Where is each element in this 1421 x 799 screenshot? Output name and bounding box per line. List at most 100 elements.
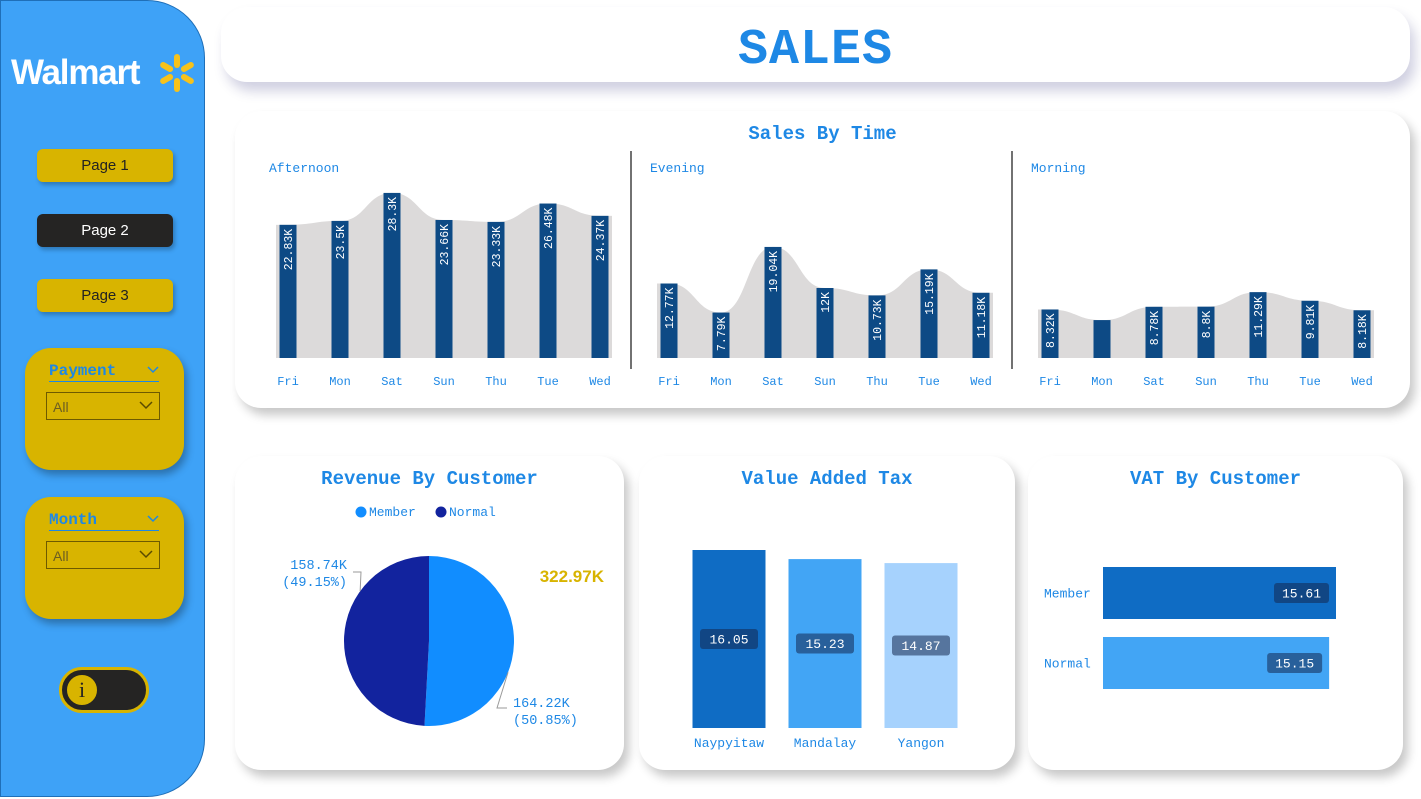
sales-bar <box>331 220 349 358</box>
data-label: 23.66K <box>439 224 452 266</box>
value-added-tax-card: Value Added Tax 16.05 Naypyitaw 15.23 Manda… <box>639 456 1015 770</box>
month-dropdown[interactable]: All <box>46 541 160 569</box>
page-2-label: Page 2 <box>81 222 129 239</box>
y-tick-label: Normal <box>1044 657 1091 672</box>
data-label: 22.83K <box>283 229 296 271</box>
data-label: 8.18K <box>1357 314 1370 349</box>
page-title: SALES <box>737 22 894 79</box>
chevron-down-icon[interactable] <box>147 515 159 523</box>
sales-bar <box>868 295 886 358</box>
series-label: Morning <box>1031 161 1086 176</box>
spark-ray <box>160 62 174 72</box>
x-tick-label: Tue <box>537 375 559 389</box>
data-label: 10.73K <box>872 299 885 341</box>
data-label: 19.04K <box>768 251 781 293</box>
sales-bar <box>383 192 401 358</box>
walmart-logo: Walmart <box>11 47 201 99</box>
payment-dropdown[interactable]: All <box>46 392 160 420</box>
payment-slicer: Payment All <box>25 348 184 470</box>
month-slicer: Month All <box>25 497 184 619</box>
pie-percent-label: (49.15%) <box>282 576 347 591</box>
info-toggle[interactable]: i <box>59 667 149 713</box>
vat-value-label: 14.87 <box>901 639 940 654</box>
data-label: 15.19K <box>924 273 937 315</box>
series-label: Evening <box>650 161 705 176</box>
x-tick-label: Sat <box>381 375 403 389</box>
data-label: 23.5K <box>335 225 348 260</box>
page-2-button[interactable]: Page 2 <box>37 214 173 247</box>
legend-marker <box>435 506 447 518</box>
legend-label: Normal <box>449 505 496 520</box>
sales-bar <box>1093 320 1111 358</box>
chevron-down-icon <box>139 550 153 559</box>
sales-bar <box>591 215 609 358</box>
pie-value-label: 158.74K <box>290 559 348 574</box>
x-tick-label: Naypyitaw <box>694 736 764 751</box>
page-3-button[interactable]: Page 3 <box>37 279 173 312</box>
legend-label: Member <box>369 505 416 520</box>
spark-ray <box>180 62 194 72</box>
pie-value-label: 164.22K <box>513 697 571 712</box>
value-added-tax-title: Value Added Tax <box>741 468 913 490</box>
x-tick-label: Sat <box>762 375 784 389</box>
data-label: 7.79K <box>716 316 729 351</box>
sales-bar <box>1353 310 1371 358</box>
data-label: 11.29K <box>1253 296 1266 338</box>
leader-line <box>353 571 362 592</box>
x-tick-label: Tue <box>1299 375 1321 389</box>
sales-by-time-title: Sales By Time <box>748 123 897 145</box>
sales-bar <box>1197 306 1215 358</box>
x-tick-label: Mandalay <box>794 736 857 751</box>
spark-ray <box>180 74 194 84</box>
x-tick-label: Tue <box>918 375 940 389</box>
x-tick-label: Mon <box>329 375 351 389</box>
sales-bar <box>712 312 730 358</box>
vat-by-customer-title: VAT By Customer <box>1129 468 1302 490</box>
payment-dropdown-value: All <box>53 399 69 415</box>
revenue-by-customer-title: Revenue By Customer <box>321 468 538 490</box>
spark-icon <box>160 54 194 92</box>
spark-ray <box>160 74 174 84</box>
sales-bar <box>539 203 557 358</box>
chevron-down-icon[interactable] <box>147 366 159 374</box>
data-label: 28.3K <box>387 197 400 232</box>
pie-slice <box>343 556 429 726</box>
total-revenue: 322.97K <box>540 567 605 586</box>
spark-ray <box>174 78 180 92</box>
x-tick-label: Thu <box>866 375 888 389</box>
sales-bar <box>816 288 834 358</box>
sales-bar <box>435 219 453 358</box>
data-label: 12K <box>820 292 833 313</box>
vatc-value-label: 15.61 <box>1282 587 1321 602</box>
payment-slicer-title: Payment <box>49 362 159 382</box>
x-tick-label: Thu <box>1247 375 1269 389</box>
page-1-button[interactable]: Page 1 <box>37 149 173 182</box>
pie-slice <box>424 556 514 726</box>
revenue-by-customer-chart: Member Normal 164.22K (50.85%) 158.74K (49.15… <box>282 505 605 729</box>
chevron-down-icon <box>139 401 153 410</box>
x-tick-label: Wed <box>589 375 611 389</box>
vat-by-customer-card: VAT By Customer 15.61 Member 15.15 Normal <box>1028 456 1403 770</box>
leader-line <box>496 672 509 709</box>
legend-marker <box>355 506 367 518</box>
data-label: 11.18K <box>976 297 989 339</box>
page-3-label: Page 3 <box>81 287 129 304</box>
x-tick-label: Thu <box>485 375 507 389</box>
sales-bar <box>1145 306 1163 358</box>
x-tick-label: Wed <box>970 375 992 389</box>
x-tick-label: Sun <box>433 375 455 389</box>
info-glyph: i <box>78 677 86 702</box>
sales-by-time-chart: Afternoon 22.83K Fri 23.5K Mon 28.3K Sat 23.66K… <box>269 151 1374 389</box>
vat-value-label: 15.23 <box>805 637 844 652</box>
data-label: 24.37K <box>595 220 608 262</box>
data-label: 8.32K <box>1045 313 1058 348</box>
x-tick-label: Mon <box>710 375 732 389</box>
revenue-by-customer-card: Revenue By Customer Member Normal 164.22K (… <box>235 456 624 770</box>
x-tick-label: Yangon <box>898 736 945 751</box>
vat-label-bg <box>700 629 758 649</box>
spark-ray <box>174 54 180 68</box>
vatc-label-bg <box>1274 583 1329 603</box>
y-tick-label: Member <box>1044 587 1091 602</box>
sales-bar <box>920 269 938 358</box>
data-label: 9.81K <box>1305 305 1318 340</box>
